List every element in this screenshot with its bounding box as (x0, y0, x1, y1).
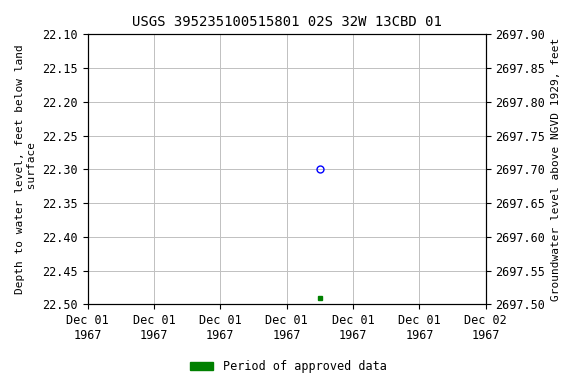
Title: USGS 395235100515801 02S 32W 13CBD 01: USGS 395235100515801 02S 32W 13CBD 01 (132, 15, 442, 29)
Legend: Period of approved data: Period of approved data (185, 356, 391, 378)
Y-axis label: Depth to water level, feet below land
 surface: Depth to water level, feet below land su… (15, 45, 37, 294)
Y-axis label: Groundwater level above NGVD 1929, feet: Groundwater level above NGVD 1929, feet (551, 38, 561, 301)
